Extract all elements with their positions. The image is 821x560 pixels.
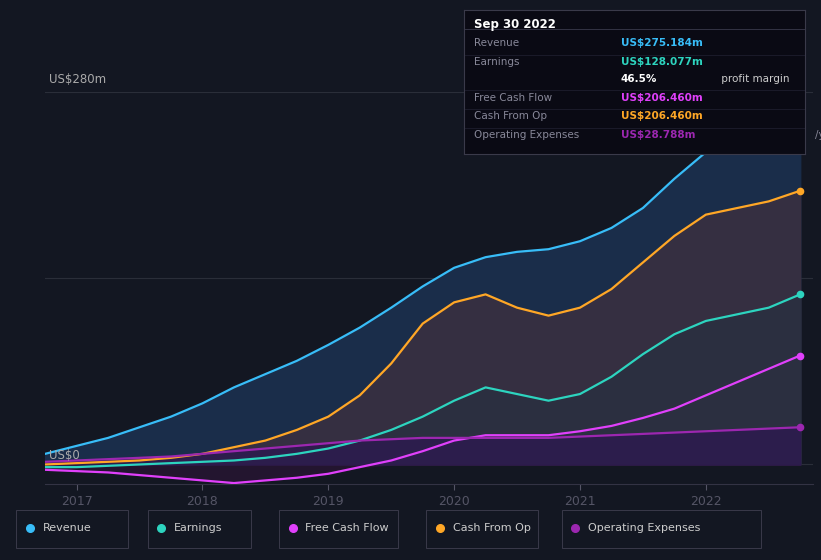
Text: Operating Expenses: Operating Expenses <box>474 130 580 140</box>
Text: US$206.460m: US$206.460m <box>621 111 702 122</box>
Text: Earnings: Earnings <box>474 57 520 67</box>
Text: 46.5%: 46.5% <box>621 74 657 84</box>
Text: US$128.077m: US$128.077m <box>621 57 703 67</box>
Text: Revenue: Revenue <box>474 39 519 48</box>
Text: Free Cash Flow: Free Cash Flow <box>305 523 389 533</box>
Text: US$275.184m: US$275.184m <box>621 39 703 48</box>
Text: profit margin: profit margin <box>718 74 789 84</box>
Text: Operating Expenses: Operating Expenses <box>588 523 700 533</box>
Text: Free Cash Flow: Free Cash Flow <box>474 92 553 102</box>
Text: Earnings: Earnings <box>174 523 222 533</box>
Text: Revenue: Revenue <box>43 523 91 533</box>
Text: US$206.460m: US$206.460m <box>621 92 702 102</box>
Text: Cash From Op: Cash From Op <box>452 523 530 533</box>
Text: Sep 30 2022: Sep 30 2022 <box>474 18 556 31</box>
Text: US$28.788m: US$28.788m <box>621 130 695 140</box>
Text: US$280m: US$280m <box>49 73 106 86</box>
Text: US$0: US$0 <box>49 449 80 462</box>
Text: Cash From Op: Cash From Op <box>474 111 547 122</box>
Text: /yr: /yr <box>814 130 821 140</box>
